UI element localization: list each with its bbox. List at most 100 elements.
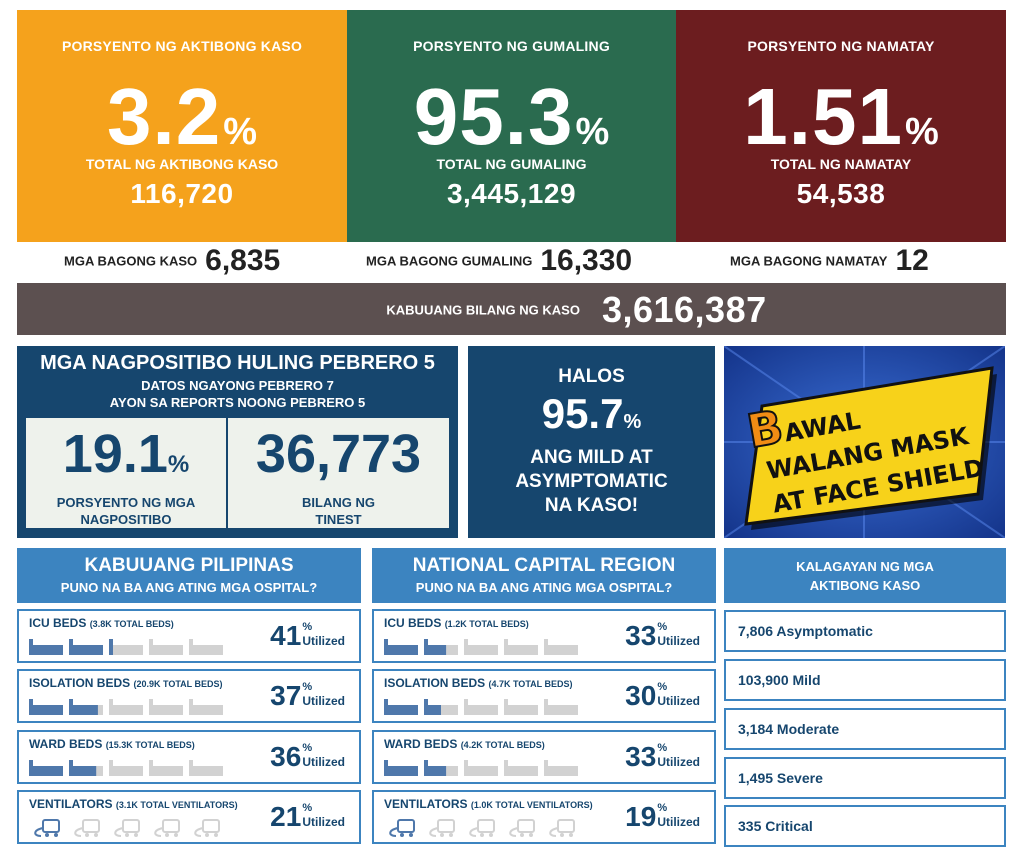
ventilator-icons [34,819,220,837]
bed-unit-filled [424,645,447,655]
mild-percent-value: 95.7% [541,390,642,437]
deaths-total-label: TOTAL NG NAMATAY [770,156,912,172]
active-percent-label: PORSYENTO NG AKTIBONG KASO [61,38,303,54]
ph-hospital-subtitle: PUNO NA BA ANG ATING MGA OSPITAL? [60,580,318,595]
hospital-row-label: WARD BEDS (4.2K TOTAL BEDS) [384,737,545,751]
bed-unit-filled [29,766,63,776]
ventilator-icon [469,819,495,837]
hospital-row: WARD BEDS (15.3K TOTAL BEDS) 36% Utilized [17,730,361,784]
bed-headboard [544,639,548,655]
hospital-row: ICU BEDS (1.2K TOTAL BEDS) 33% Utilized [372,609,716,663]
bed-unit [109,766,143,776]
tested-box: 36,773 BILANG NG TINEST [228,418,449,528]
positivity-subtitle-1: DATOS NGAYONG PEBRERO 7 [141,378,334,393]
hospital-row: ISOLATION BEDS (4.7K TOTAL BEDS) 30% Utili… [372,669,716,723]
deaths-percent-value: 1.51% [743,72,939,161]
ventilator-icon [389,819,415,837]
tested-label: BILANG NG TINEST [302,495,375,527]
hospital-row-label: VENTILATORS (3.1K TOTAL VENTILATORS) [29,797,238,811]
bed-unit [544,705,578,715]
bed-unit-filled [384,766,418,776]
bed-unit [544,645,578,655]
bed-utilization-bars [29,699,223,715]
ventilator-icon [509,819,535,837]
deaths-total-value: 54,538 [796,178,886,209]
ventilator-icon [34,819,60,837]
bed-unit-filled [384,705,418,715]
bed-headboard [464,639,468,655]
bed-headboard [109,699,113,715]
bed-headboard [464,699,468,715]
ventilator-icon [154,819,180,837]
bed-headboard [189,639,193,655]
ventilator-icon [549,819,575,837]
bed-unit [464,705,498,715]
new-recoveries-value: 16,330 [540,244,633,277]
bed-unit-filled [424,766,447,776]
bed-utilization-bars [384,639,578,655]
positivity-subtitle-2: AYON SA REPORTS NOONG PEBRERO 5 [109,395,366,410]
new-cases-label: MGA BAGONG KASO [64,253,198,269]
new-deaths-value: 12 [895,244,929,277]
bed-headboard [464,760,468,776]
status-title-1: KALAGAYAN NG MGA [796,559,934,574]
bed-utilization-bars [384,699,578,715]
bed-unit [544,766,578,776]
bed-unit [464,766,498,776]
bed-headboard [504,699,508,715]
bed-unit [149,766,183,776]
bed-unit [464,645,498,655]
utilization-value: 33% Utilized [625,741,700,772]
status-item-mild: 103,900 Mild [724,659,1006,701]
ventilator-icon [74,819,100,837]
bed-utilization-bars [29,639,223,655]
tested-value: 36,773 [255,424,422,484]
recovered-total-value: 3,445,129 [446,178,577,209]
active-total-label: TOTAL NG AKTIBONG KASO [85,156,279,172]
hospital-row: WARD BEDS (4.2K TOTAL BEDS) 33% Utilized [372,730,716,784]
bed-unit-filled [69,766,97,776]
positivity-title: MGA NAGPOSITIBO HULING PEBRERO 5 [40,352,435,374]
bed-unit [189,766,223,776]
recovered-card: PORSYENTO NG GUMALING 95.3% TOTAL NG GUM… [347,10,676,242]
bed-unit [149,645,183,655]
bed-headboard [504,639,508,655]
status-header: KALAGAYAN NG MGA AKTIBONG KASO [724,548,1006,603]
active-cases-card: PORSYENTO NG AKTIBONG KASO 3.2% TOTAL NG… [17,10,347,242]
hospital-row-label: WARD BEDS (15.3K TOTAL BEDS) [29,737,195,751]
bed-headboard [544,699,548,715]
positivity-rate-value: 19.1% [62,424,190,484]
total-cases-bar: KABUUANG BILANG NG KASO 3,616,387 [17,283,1006,335]
hospital-row-label: ISOLATION BEDS (4.7K TOTAL BEDS) [384,676,573,690]
mask-banner: B AWAL WALANG MASK AT FACE SHIELD [724,346,1005,538]
bed-unit [149,705,183,715]
mild-description: ANG MILD AT ASYMPTOMATIC NA KASO! [515,447,668,516]
utilization-value: 21% Utilized [270,801,345,832]
bed-headboard [544,760,548,776]
ph-hospital-title: KABUUANG PILIPINAS [84,555,294,576]
status-item-severe: 1,495 Severe [724,757,1006,799]
ventilator-icon [429,819,455,837]
bed-unit [109,645,143,655]
bed-headboard [109,639,113,655]
bed-unit-filled [424,705,441,715]
bed-unit [504,645,538,655]
total-cases-value: 3,616,387 [601,289,767,330]
total-cases-label: KABUUANG BILANG NG KASO [386,302,580,318]
ncr-hospital-title: NATIONAL CAPITAL REGION [412,555,676,576]
bed-unit [109,705,143,715]
bed-headboard [149,639,153,655]
mild-asymptomatic-panel: HALOS 95.7% ANG MILD AT ASYMPTOMATIC NA KA… [468,346,715,538]
bed-unit-filled [109,645,111,655]
recovered-percent-value: 95.3% [413,72,610,161]
recovered-total-label: TOTAL NG GUMALING [436,156,587,172]
utilization-value: 37% Utilized [270,680,345,711]
new-cases-value: 6,835 [205,244,281,277]
bed-headboard [189,760,193,776]
bed-unit-filled [69,645,103,655]
new-deaths-label: MGA BAGONG NAMATAY [730,253,888,269]
active-percent-value: 3.2% [106,72,257,161]
bed-unit-filled [384,645,418,655]
bed-utilization-bars [384,760,578,776]
bed-headboard [149,760,153,776]
